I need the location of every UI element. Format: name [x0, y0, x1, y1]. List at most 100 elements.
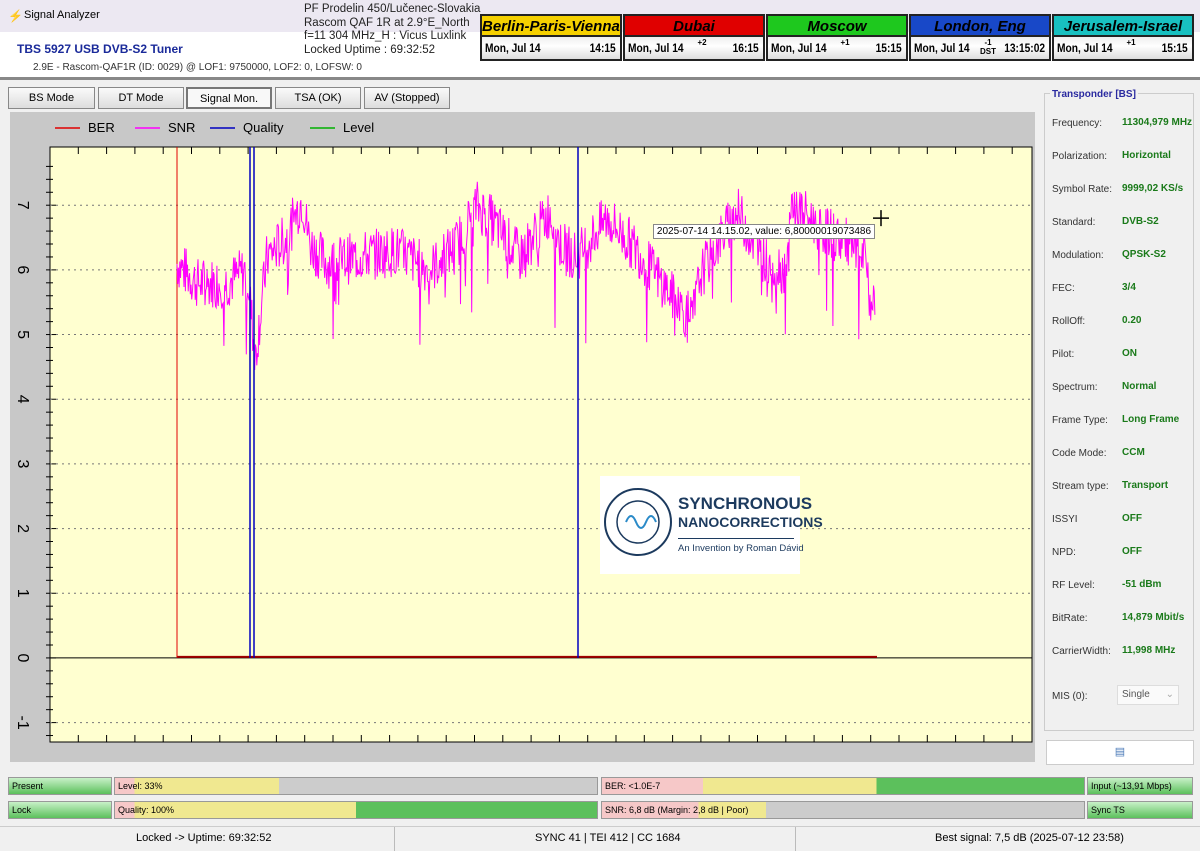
- y-tick-label: -1: [14, 715, 31, 729]
- param-label: Polarization:: [1052, 151, 1108, 162]
- panel-title: Transponder [BS]: [1050, 89, 1138, 100]
- param-label: Code Mode:: [1052, 448, 1107, 459]
- tab-3[interactable]: TSA (OK): [275, 87, 361, 109]
- y-tick-label: 2: [14, 524, 31, 533]
- param-label: Pilot:: [1052, 349, 1075, 360]
- logo-emblem: [604, 488, 672, 556]
- tuner-details: 2.9E - Rascom-QAF1R (ID: 0029) @ LOF1: 9…: [33, 62, 362, 73]
- clock-time: 16:15: [732, 41, 759, 55]
- level-bar: Level: 33%: [114, 777, 598, 795]
- tab-4[interactable]: AV (Stopped): [364, 87, 450, 109]
- plot-area: [49, 146, 1033, 743]
- ber-bar: BER: <1.0E-7: [601, 777, 1085, 795]
- y-tick-label: 0: [14, 653, 31, 662]
- tab-2[interactable]: Signal Mon.: [186, 87, 272, 109]
- lock-indicator: Lock: [8, 801, 112, 819]
- clock-2: Moscow Mon, Jul 14 +1 15:15: [766, 14, 908, 61]
- window-title: Signal Analyzer: [24, 9, 100, 21]
- param-value: -51 dBm: [1122, 579, 1162, 590]
- crosshair-icon: [873, 210, 889, 227]
- site-info: PF Prodelin 450/Lučenec-Slovakia Rascom …: [304, 3, 480, 57]
- param-value: 0.20: [1122, 315, 1142, 326]
- param-label: Standard:: [1052, 217, 1096, 228]
- param-label: Stream type:: [1052, 481, 1109, 492]
- app-icon: ⚡: [8, 9, 23, 23]
- clock-city: Moscow: [768, 16, 906, 37]
- signal-chart[interactable]: -1 0 1 2 3 4 5 6 7 BER SNR Quality Level SYNCHRONOUS…: [10, 112, 1035, 762]
- param-label: NPD:: [1052, 547, 1076, 558]
- param-value: OFF: [1122, 513, 1142, 524]
- param-value: 11,998 MHz: [1122, 645, 1176, 656]
- param-value: 9999,02 KS/s: [1122, 183, 1184, 194]
- snr-bar: SNR: 6,8 dB (Margin: 2,8 dB | Poor): [601, 801, 1085, 819]
- y-tick-label: 5: [14, 330, 31, 339]
- chevron-down-icon: ⌄: [1165, 689, 1174, 700]
- clock-date: Mon, Jul 14: [914, 41, 970, 55]
- quality-bar: Quality: 100%: [114, 801, 598, 819]
- clock-city: Dubai: [625, 16, 763, 37]
- legend-label-quality: Quality: [243, 120, 284, 135]
- clock-time: 15:15: [1161, 41, 1188, 55]
- param-label: BitRate:: [1052, 613, 1088, 624]
- status-divider: [394, 827, 395, 851]
- param-value: Transport: [1122, 480, 1169, 491]
- param-label: Modulation:: [1052, 250, 1104, 261]
- clock-time: 14:15: [589, 41, 616, 55]
- y-tick-label: 3: [14, 459, 31, 468]
- y-tick-label: 6: [14, 265, 31, 274]
- param-value: CCM: [1122, 447, 1145, 458]
- clock-city: Jerusalem-Israel: [1054, 16, 1192, 37]
- logo-title: SYNCHRONOUS: [678, 494, 813, 513]
- param-value: 11304,979 MHz: [1122, 117, 1193, 128]
- param-label: CarrierWidth:: [1052, 646, 1111, 657]
- transponder-panel: Transponder [BS] Frequency: 11304,979 MHz…: [1044, 89, 1194, 731]
- param-label: Symbol Rate:: [1052, 184, 1113, 195]
- param-label: FEC:: [1052, 283, 1075, 294]
- tab-1[interactable]: DT Mode: [98, 87, 184, 109]
- param-label: Spectrum:: [1052, 382, 1098, 393]
- clock-1: Dubai Mon, Jul 14 +2 16:15: [623, 14, 765, 61]
- param-value: 3/4: [1122, 282, 1136, 293]
- param-value: ON: [1122, 348, 1137, 359]
- present-indicator: Present: [8, 777, 112, 795]
- info-line: Rascom QAF 1R at 2.9°E_North: [304, 16, 470, 29]
- logo-subtitle: An Invention by Roman Dávid: [678, 538, 804, 554]
- info-line: f=11 304 MHz_H : Vicus Luxlink: [304, 30, 467, 42]
- snr-series: [176, 181, 876, 371]
- param-label: RollOff:: [1052, 316, 1086, 327]
- legend-label-ber: BER: [88, 120, 115, 135]
- legend-label-snr: SNR: [168, 120, 195, 135]
- clock-4: Jerusalem-Israel Mon, Jul 14 +1 15:15: [1052, 14, 1194, 61]
- param-value: Horizontal: [1122, 150, 1171, 161]
- status-sync: SYNC 41 | TEI 412 | CC 1684: [535, 832, 681, 844]
- tab-0[interactable]: BS Mode: [8, 87, 95, 109]
- param-label: ISSYI: [1052, 514, 1078, 525]
- sync-ts-indicator: Sync TS: [1087, 801, 1193, 819]
- status-best-signal: Best signal: 7,5 dB (2025-07-12 23:58): [935, 832, 1124, 844]
- clock-date: Mon, Jul 14: [628, 41, 684, 55]
- chart-svg: -1 0 1 2 3 4 5 6 7 BER SNR Quality Level: [14, 120, 1033, 743]
- param-label: RF Level:: [1052, 580, 1095, 591]
- clock-offset: +1: [840, 38, 850, 47]
- logo-title-2: NANOCORRECTIONS: [678, 514, 823, 530]
- param-value: DVB-S2: [1122, 216, 1159, 227]
- window-icon: ▤: [1114, 746, 1126, 758]
- clock-date: Mon, Jul 14: [771, 41, 827, 55]
- param-value: 14,879 Mbit/s: [1122, 612, 1185, 623]
- y-tick-label: 1: [14, 589, 31, 598]
- clock-time: 15:15: [875, 41, 902, 55]
- mis-label: MIS (0):: [1052, 691, 1088, 702]
- clock-offset: -1 DST: [980, 38, 996, 56]
- mis-select[interactable]: Single ⌄: [1117, 685, 1179, 705]
- clock-city: London, Eng: [911, 16, 1049, 37]
- clock-date: Mon, Jul 14: [485, 41, 541, 55]
- clock-3: London, Eng Mon, Jul 14 -1 DST 13:15:02: [909, 14, 1051, 61]
- param-value: Normal: [1122, 381, 1157, 392]
- clock-date: Mon, Jul 14: [1057, 41, 1113, 55]
- param-value: OFF: [1122, 546, 1142, 557]
- status-uptime: Locked -> Uptime: 69:32:52: [136, 832, 272, 844]
- param-value: QPSK-S2: [1122, 249, 1166, 260]
- clock-offset: +2: [697, 38, 707, 47]
- panel-action-button[interactable]: ▤: [1046, 740, 1194, 765]
- logo: SYNCHRONOUS NANOCORRECTIONS An Invention…: [600, 476, 823, 574]
